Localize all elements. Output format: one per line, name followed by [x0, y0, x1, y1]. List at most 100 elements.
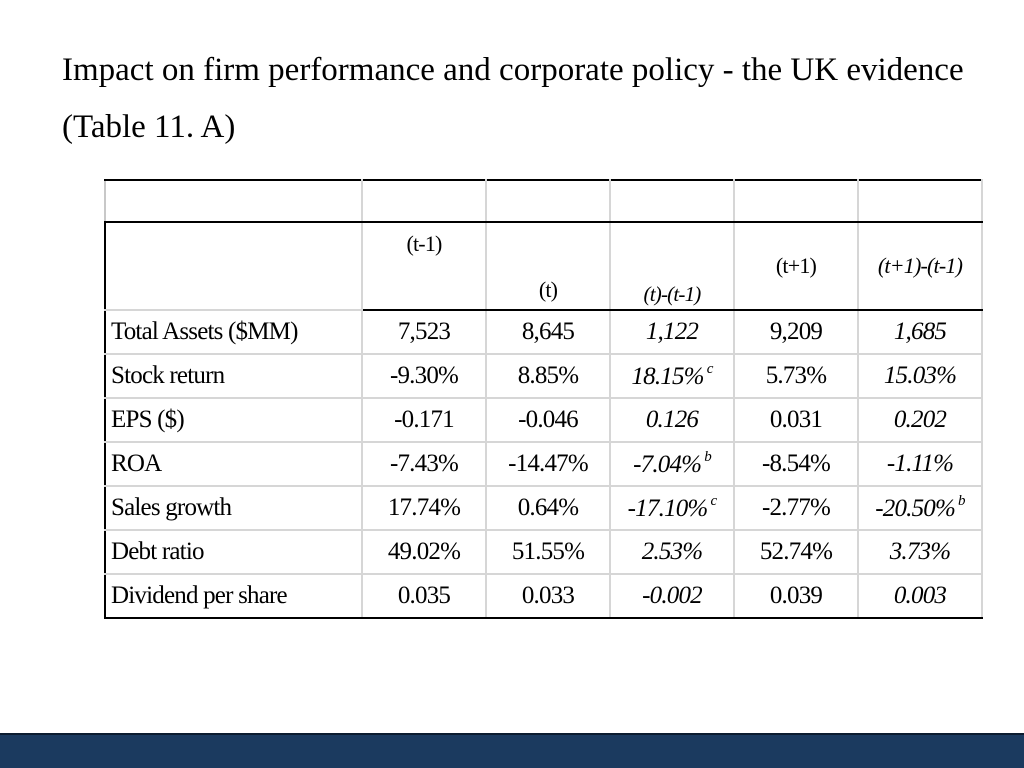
cell-value: 1,122 [645, 318, 699, 345]
slide-title: Impact on firm performance and corporate… [62, 52, 964, 145]
cell-value: 1,685 [893, 318, 947, 345]
table-row: Stock return -9.30% 8.85% 18.15% c 5.73% 15.03… [104, 353, 983, 399]
table-cell: 17.74% [361, 485, 487, 531]
table-cell: 9,209 [733, 309, 859, 355]
table-cell: 0.126 [609, 397, 735, 443]
header-t-diff: (t)-(t-1) [609, 221, 735, 311]
table-cell: -2.77% [733, 485, 859, 531]
table-cell: 0.035 [361, 573, 487, 619]
cell-value: -1.11% [886, 450, 954, 477]
cell-value: 49.02% [387, 538, 461, 565]
table-cell: -0.002 [609, 573, 735, 619]
table-cell: -0.171 [361, 397, 487, 443]
table-row: EPS ($) -0.171 -0.046 0.126 0.031 0.202 [104, 397, 983, 443]
row-label: Sales growth [104, 485, 363, 531]
cell-value: 0.035 [397, 582, 451, 609]
header-t-plus-1-diff: (t+1)-(t-1) [857, 221, 983, 311]
table-cell: -20.50% b [857, 485, 983, 531]
table-cell: 1,122 [609, 309, 735, 355]
table-spacer-row [104, 179, 983, 223]
row-label: Dividend per share [104, 573, 363, 619]
cell-value: 5.73% [765, 362, 827, 389]
bottom-bar [0, 733, 1024, 768]
cell-value: 0.126 [645, 406, 699, 433]
cell-value: 51.55% [511, 538, 585, 565]
header-t: (t) [485, 221, 611, 311]
cell-value: -17.10% [627, 495, 709, 522]
cell-value: -0.046 [518, 406, 579, 433]
table-cell: 51.55% [485, 529, 611, 575]
footnote-marker: b [704, 449, 711, 465]
cell-value: 0.031 [769, 406, 823, 433]
table-cell: 2.53% [609, 529, 735, 575]
cell-value: 18.15% [631, 363, 704, 390]
row-label: Debt ratio [104, 529, 363, 575]
table-cell: -9.30% [361, 353, 487, 399]
table-cell: -7.43% [361, 441, 487, 487]
cell-value: -0.171 [394, 406, 455, 433]
table-cell: -14.47% [485, 441, 611, 487]
cell-value: 0.003 [893, 582, 947, 609]
table-cell: 1,685 [857, 309, 983, 355]
cell-value: 0.039 [769, 582, 823, 609]
cell-value: 0.64% [517, 494, 579, 521]
table-cell: 18.15% c [609, 353, 735, 399]
cell-value: 9,209 [769, 318, 823, 345]
cell-value: 0.033 [521, 582, 575, 609]
cell-value: -0.002 [642, 582, 703, 609]
footnote-marker: c [706, 361, 714, 377]
cell-value: -14.47% [508, 450, 589, 477]
cell-value: 2.53% [641, 538, 703, 565]
cell-value: 7,523 [397, 318, 451, 345]
table-cell: 0.031 [733, 397, 859, 443]
table-cell: 0.033 [485, 573, 611, 619]
row-label: Stock return [104, 353, 363, 399]
row-label: EPS ($) [104, 397, 363, 443]
cell-value: 8,645 [521, 318, 575, 345]
cell-value: 8.85% [517, 362, 579, 389]
cell-value: -20.50% [875, 495, 956, 522]
table-cell: 8.85% [485, 353, 611, 399]
table-cell: 8,645 [485, 309, 611, 355]
table-cell: 52.74% [733, 529, 859, 575]
table-cell: -0.046 [485, 397, 611, 443]
table-header-row: (t-1) (t) (t)-(t-1) (t+1) (t+1)-(t-1) [104, 221, 983, 311]
table-cell: 7,523 [361, 309, 487, 355]
table-row: Total Assets ($MM) 7,523 8,645 1,122 9,209 1,… [104, 309, 983, 355]
table-cell: -8.54% [733, 441, 859, 487]
table-cell: 15.03% [857, 353, 983, 399]
table-row: Dividend per share 0.035 0.033 -0.002 0.039 0… [104, 573, 983, 619]
table-cell: 0.039 [733, 573, 859, 619]
table-cell: -17.10% c [609, 485, 735, 531]
footnote-marker: b [958, 493, 965, 509]
row-label: ROA [104, 441, 363, 487]
cell-value: -2.77% [761, 494, 831, 521]
table-cell: 0.64% [485, 485, 611, 531]
cell-value: 52.74% [759, 538, 833, 565]
table-row: ROA -7.43% -14.47% -7.04% b -8.54% -1.11% [104, 441, 983, 487]
cell-value: 17.74% [387, 494, 461, 521]
table-cell: 0.003 [857, 573, 983, 619]
cell-value: 3.73% [889, 538, 951, 565]
table-cell: 49.02% [361, 529, 487, 575]
header-corner-cell [104, 221, 363, 311]
row-label: Total Assets ($MM) [104, 309, 363, 355]
cell-value: -8.54% [761, 450, 831, 477]
table-row: Sales growth 17.74% 0.64% -17.10% c -2.77% -20… [104, 485, 983, 531]
footnote-marker: c [710, 493, 717, 509]
table-cell: -1.11% [857, 441, 983, 487]
cell-value: -9.30% [389, 362, 459, 389]
results-table: (t-1) (t) (t)-(t-1) (t+1) (t+1)-(t-1) To… [104, 179, 983, 619]
cell-value: -7.43% [389, 450, 459, 477]
table-body: Total Assets ($MM) 7,523 8,645 1,122 9,209 1,… [104, 309, 983, 619]
table-cell: 3.73% [857, 529, 983, 575]
header-t-plus-1: (t+1) [733, 221, 859, 311]
table-cell: 5.73% [733, 353, 859, 399]
table-cell: -7.04% b [609, 441, 735, 487]
table-row: Debt ratio 49.02% 51.55% 2.53% 52.74% 3.73% [104, 529, 983, 575]
cell-value: 0.202 [893, 406, 947, 433]
table-cell: 0.202 [857, 397, 983, 443]
cell-value: 15.03% [883, 362, 957, 389]
cell-value: -7.04% [633, 451, 702, 478]
header-t-minus-1: (t-1) [361, 221, 487, 311]
